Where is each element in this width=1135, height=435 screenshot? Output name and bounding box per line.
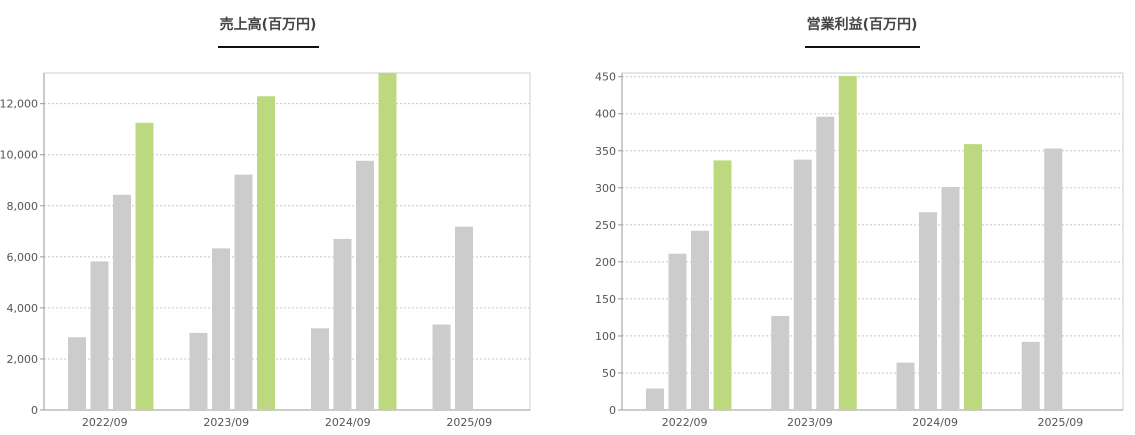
sales-x-tick-label: 2025/09 xyxy=(446,416,492,429)
operating-profit-y-tick-label: 250 xyxy=(595,219,616,232)
sales-bar xyxy=(311,328,329,410)
operating-profit-bar xyxy=(646,388,664,410)
sales-x-tick-label: 2022/09 xyxy=(82,416,128,429)
operating-profit-y-tick-label: 100 xyxy=(595,330,616,343)
sales-bar xyxy=(432,324,451,410)
sales-y-tick-label: 2,000 xyxy=(7,353,39,366)
sales-bar xyxy=(378,73,397,410)
operating-profit-chart: 営業利益(百万円) 0 50 100 150 200 250 300 350 400 450 202… xyxy=(575,0,1135,435)
sales-y-tick-label: 8,000 xyxy=(7,200,39,213)
sales-bar xyxy=(189,332,208,410)
operating-profit-x-tick-label: 2023/09 xyxy=(787,416,833,429)
operating-profit-y-tick-label: 50 xyxy=(602,367,616,380)
sales-chart-plot: 0 2,000 4,000 6,000 8,000 10,000 12,000 2022/09… xyxy=(0,72,531,429)
operating-profit-chart-title: 営業利益(百万円) xyxy=(806,17,918,33)
operating-profit-x-tick-label: 2024/09 xyxy=(912,416,958,429)
operating-profit-bar xyxy=(1021,341,1040,410)
operating-profit-y-tick-label: 0 xyxy=(609,404,616,417)
sales-bar xyxy=(68,337,86,410)
operating-profit-chart-plot: 0 50 100 150 200 250 300 350 400 450 2022/09 2023/0… xyxy=(595,71,1124,429)
sales-y-tick-label: 10,000 xyxy=(0,149,38,162)
operating-profit-x-tick-label: 2025/09 xyxy=(1038,416,1084,429)
operating-profit-y-tick-label: 300 xyxy=(595,182,616,195)
sales-y-tick-label: 4,000 xyxy=(7,302,39,315)
sales-chart-title-underline xyxy=(218,46,319,48)
operating-profit-y-tick-label: 450 xyxy=(595,71,616,84)
operating-profit-bar xyxy=(1044,148,1063,411)
sales-x-tick-label: 2024/09 xyxy=(325,416,371,429)
sales-bar xyxy=(234,174,253,410)
sales-bar xyxy=(333,238,352,410)
sales-chart: 売上高(百万円) 0 2,000 4,000 6,000 8,000 10,000 12,0… xyxy=(0,0,560,435)
sales-bar xyxy=(356,160,374,410)
operating-profit-y-tick-label: 200 xyxy=(595,256,616,269)
sales-bar xyxy=(113,194,131,410)
sales-bar xyxy=(90,261,109,410)
sales-bar xyxy=(455,226,473,410)
operating-profit-bar xyxy=(668,253,687,410)
sales-y-tick-label: 0 xyxy=(31,404,38,417)
operating-profit-bar xyxy=(793,159,812,410)
operating-profit-bar xyxy=(713,160,732,410)
operating-profit-bar xyxy=(838,75,857,410)
sales-y-tick-label: 12,000 xyxy=(0,98,38,111)
operating-profit-y-tick-label: 350 xyxy=(595,145,616,158)
operating-profit-bar xyxy=(896,362,915,410)
operating-profit-bar xyxy=(941,187,960,410)
operating-profit-y-tick-label: 150 xyxy=(595,293,616,306)
sales-chart-title: 売上高(百万円) xyxy=(219,17,317,33)
sales-bar xyxy=(135,122,154,410)
operating-profit-bar xyxy=(919,212,937,410)
operating-profit-y-tick-label: 400 xyxy=(595,108,616,121)
sales-bar xyxy=(212,248,230,410)
operating-profit-bar xyxy=(964,144,982,410)
sales-bar xyxy=(257,96,275,410)
sales-x-tick-label: 2023/09 xyxy=(203,416,249,429)
operating-profit-bar xyxy=(816,116,835,410)
sales-y-tick-label: 6,000 xyxy=(7,251,39,264)
operating-profit-bar xyxy=(771,315,790,410)
operating-profit-x-tick-label: 2022/09 xyxy=(662,416,708,429)
operating-profit-chart-title-underline xyxy=(805,46,920,48)
operating-profit-bar xyxy=(691,230,709,410)
